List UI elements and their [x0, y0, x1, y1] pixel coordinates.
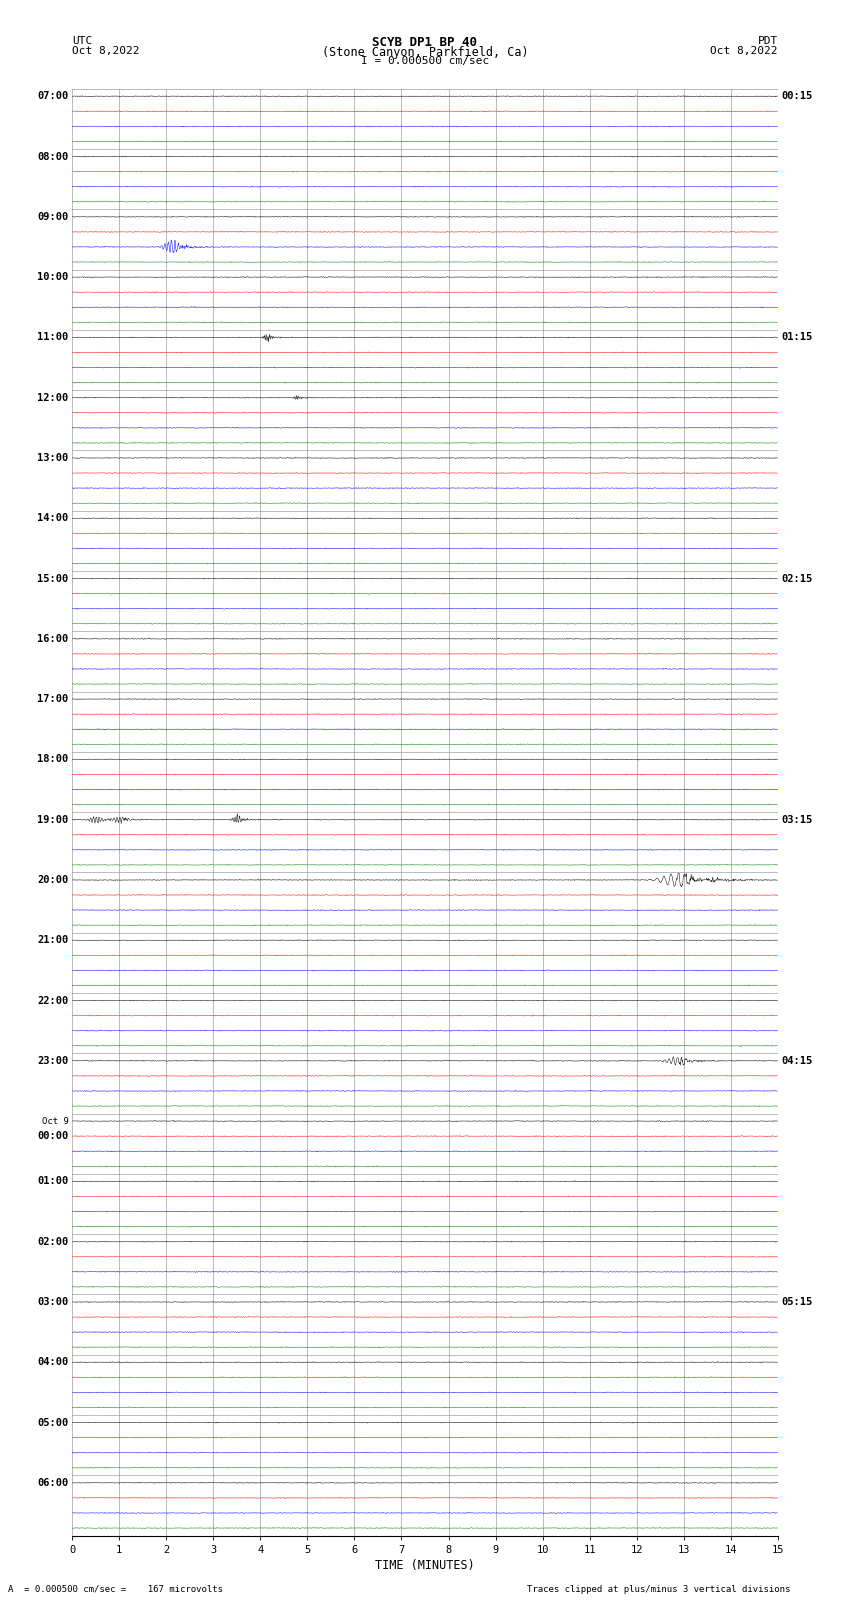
- Text: 04:00: 04:00: [37, 1357, 69, 1368]
- Text: 18:00: 18:00: [37, 755, 69, 765]
- Text: PDT: PDT: [757, 37, 778, 47]
- Text: UTC: UTC: [72, 37, 93, 47]
- Text: 15:00: 15:00: [37, 574, 69, 584]
- Text: 19:00: 19:00: [37, 815, 69, 824]
- Text: 23:00: 23:00: [37, 1057, 69, 1066]
- Text: 16:00: 16:00: [37, 634, 69, 644]
- Text: 14:00: 14:00: [37, 513, 69, 523]
- Text: 12:00: 12:00: [37, 392, 69, 403]
- Text: 11:00: 11:00: [37, 332, 69, 342]
- Text: 00:00: 00:00: [37, 1131, 69, 1140]
- Text: 17:00: 17:00: [37, 694, 69, 705]
- Text: 08:00: 08:00: [37, 152, 69, 161]
- Text: 09:00: 09:00: [37, 211, 69, 223]
- Text: A  = 0.000500 cm/sec =    167 microvolts: A = 0.000500 cm/sec = 167 microvolts: [8, 1584, 224, 1594]
- Text: Oct 9: Oct 9: [42, 1116, 69, 1126]
- Text: 01:15: 01:15: [781, 332, 813, 342]
- Text: 03:15: 03:15: [781, 815, 813, 824]
- Text: 20:00: 20:00: [37, 874, 69, 886]
- Text: 06:00: 06:00: [37, 1478, 69, 1487]
- Text: 00:15: 00:15: [781, 92, 813, 102]
- Text: (Stone Canyon, Parkfield, Ca): (Stone Canyon, Parkfield, Ca): [321, 45, 529, 60]
- Text: 22:00: 22:00: [37, 995, 69, 1005]
- Text: 10:00: 10:00: [37, 273, 69, 282]
- Text: Oct 8,2022: Oct 8,2022: [72, 45, 139, 56]
- Text: Traces clipped at plus/minus 3 vertical divisions: Traces clipped at plus/minus 3 vertical …: [527, 1584, 790, 1594]
- Text: 02:00: 02:00: [37, 1237, 69, 1247]
- Text: 07:00: 07:00: [37, 92, 69, 102]
- Text: 03:00: 03:00: [37, 1297, 69, 1307]
- Text: SCYB DP1 BP 40: SCYB DP1 BP 40: [372, 37, 478, 50]
- Text: 02:15: 02:15: [781, 574, 813, 584]
- Text: 21:00: 21:00: [37, 936, 69, 945]
- Text: Oct 8,2022: Oct 8,2022: [711, 45, 778, 56]
- X-axis label: TIME (MINUTES): TIME (MINUTES): [375, 1558, 475, 1571]
- Text: 05:15: 05:15: [781, 1297, 813, 1307]
- Text: 01:00: 01:00: [37, 1176, 69, 1187]
- Text: I = 0.000500 cm/sec: I = 0.000500 cm/sec: [361, 56, 489, 66]
- Text: 13:00: 13:00: [37, 453, 69, 463]
- Text: 05:00: 05:00: [37, 1418, 69, 1428]
- Text: 04:15: 04:15: [781, 1057, 813, 1066]
